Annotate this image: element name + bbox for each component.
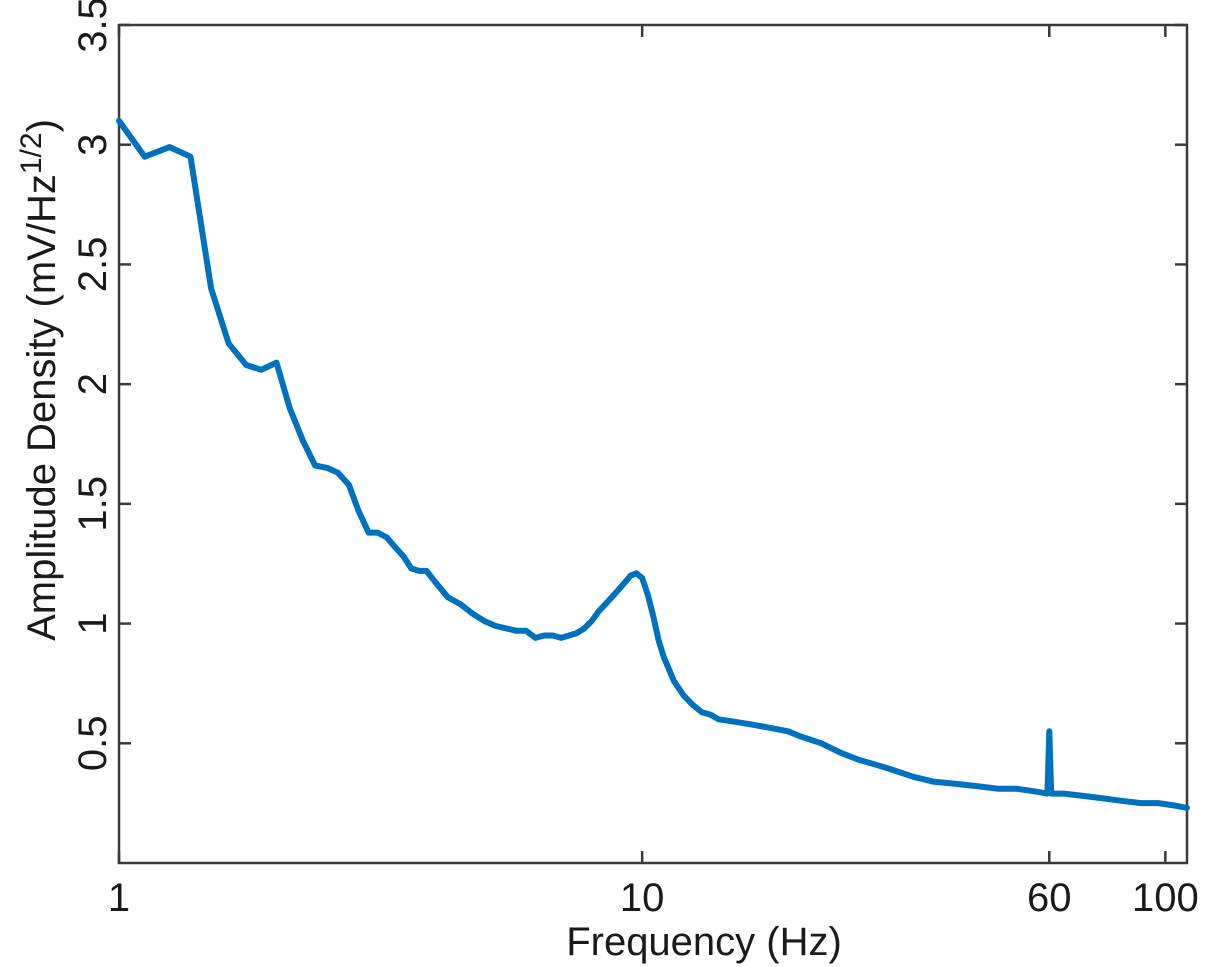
y-tick-label: 1.5 [71, 476, 115, 532]
y-tick-label: 3 [71, 134, 115, 156]
data-series-line [116, 117, 1190, 811]
y-axis-label-superscript: 1/2 [15, 132, 48, 174]
x-tick-label: 1 [108, 876, 130, 920]
y-axis-tick-labels: 0.5 1 1.5 2 2.5 3 3.5 [71, 0, 115, 771]
y-tick-label: 2.5 [71, 237, 115, 293]
y-tick-label: 0.5 [71, 715, 115, 771]
x-axis-ticks [117, 25, 1167, 863]
y-axis-label-main: Amplitude Density (mV/Hz [20, 174, 64, 641]
y-tick-label: 2 [71, 373, 115, 395]
y-axis-ticks [119, 23, 1187, 745]
x-tick-label: 60 [1027, 876, 1072, 920]
x-tick-label: 100 [1132, 876, 1199, 920]
y-tick-label: 1 [71, 612, 115, 634]
plot-area [117, 23, 1189, 865]
x-axis-tick-labels: 1 10 60 100 [108, 876, 1199, 920]
y-axis-label-end: ) [20, 119, 64, 132]
y-axis-label: Amplitude Density (mV/Hz1/2) [15, 119, 64, 641]
x-axis-label: Frequency (Hz) [566, 920, 842, 964]
y-tick-label: 3.5 [71, 0, 115, 53]
x-tick-label: 10 [620, 876, 665, 920]
